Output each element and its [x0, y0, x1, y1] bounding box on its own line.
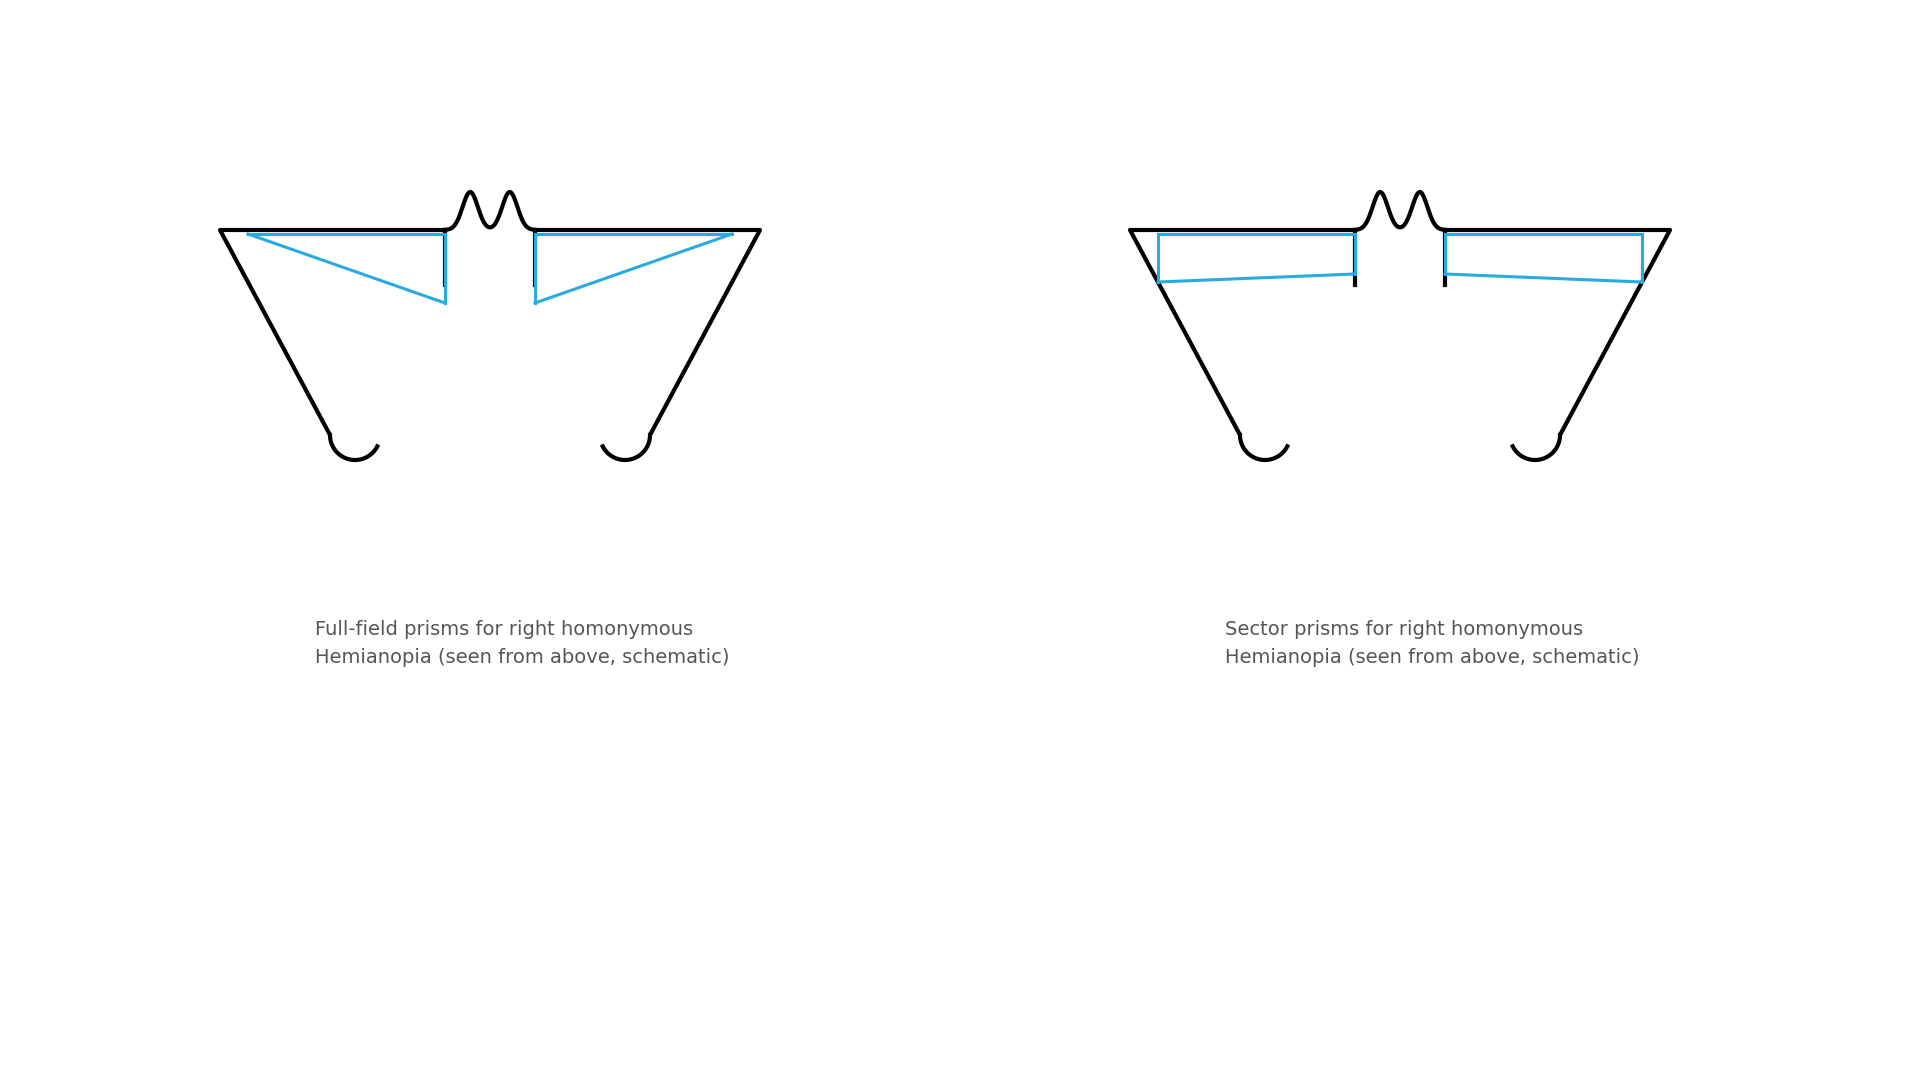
Text: Sector prisms for right homonymous
Hemianopia (seen from above, schematic): Sector prisms for right homonymous Hemia…: [1225, 620, 1640, 667]
Text: Full-field prisms for right homonymous
Hemianopia (seen from above, schematic): Full-field prisms for right homonymous H…: [315, 620, 730, 667]
